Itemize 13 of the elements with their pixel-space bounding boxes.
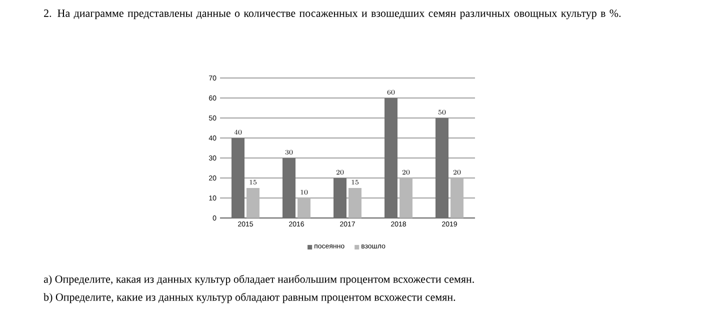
bar [450,178,464,218]
text: b) Определите, какие из данных культур обладают равным процентом всхожести семян. [44,292,456,304]
chart-title: 2. На диаграмме представлены данные о количестве посаженных и взошедших семян различных овощных культур в %. [44,10,621,20]
bar [348,188,362,218]
bar [232,138,245,218]
bar [298,198,311,218]
bar [282,158,296,218]
text: a) Определите, какая из данных культур обладает наибольшим процентом всхожести семян. [44,274,474,286]
bar [246,188,260,218]
bar [334,178,346,218]
bar [384,98,398,218]
bar [436,118,448,218]
bar [400,178,412,218]
